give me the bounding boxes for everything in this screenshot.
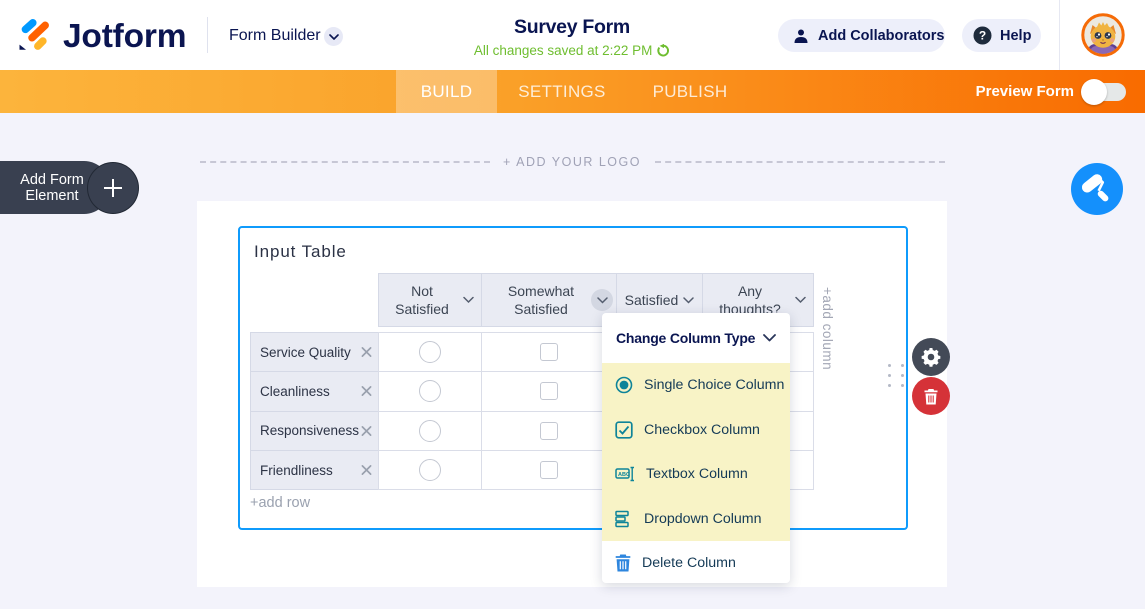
svg-text:ABC: ABC bbox=[618, 472, 630, 478]
svg-text:?: ? bbox=[979, 29, 986, 43]
